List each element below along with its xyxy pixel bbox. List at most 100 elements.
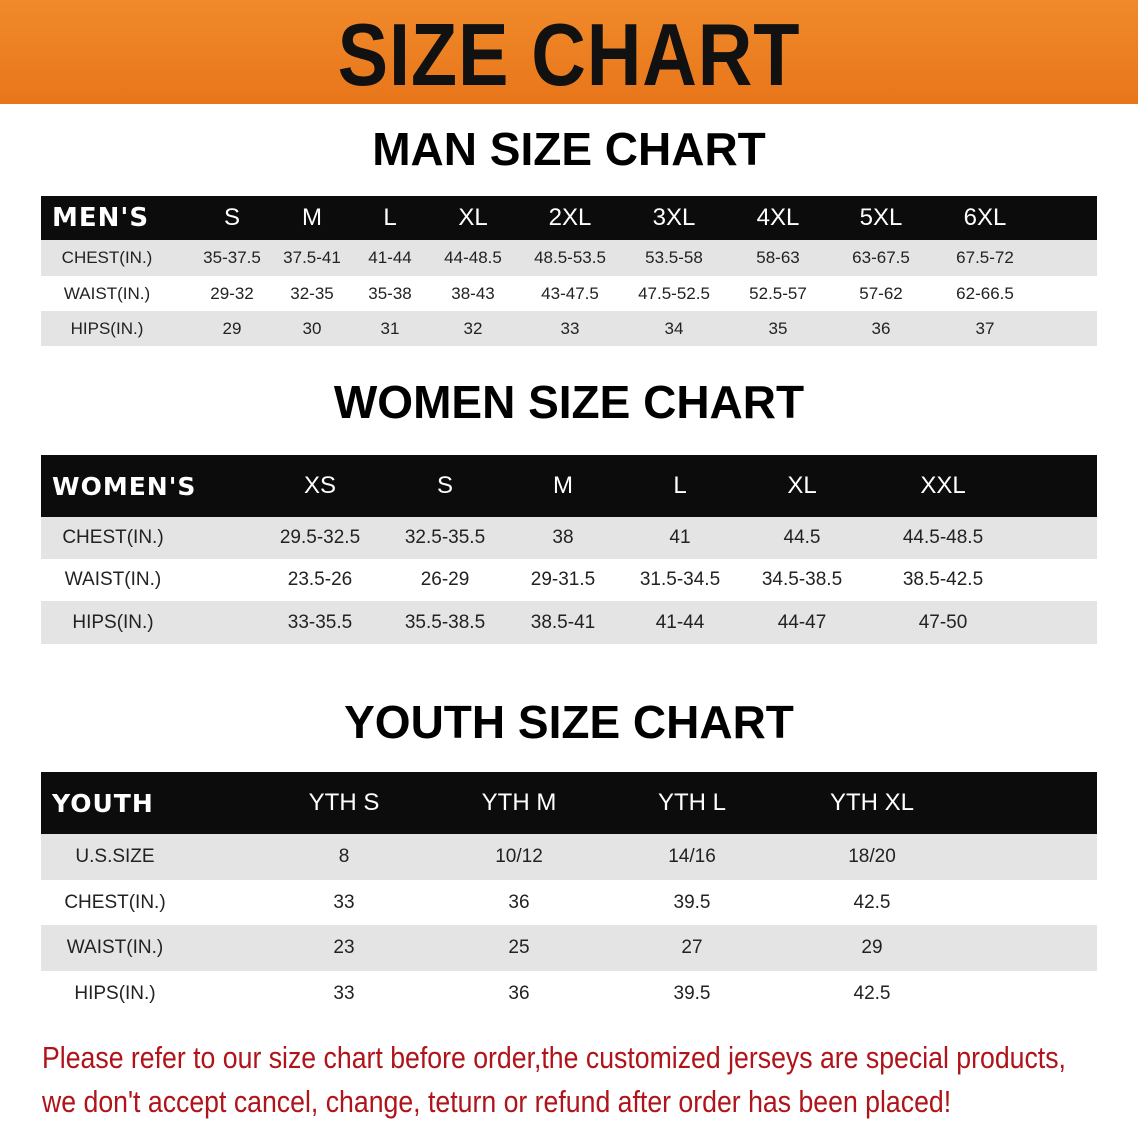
youth-size-table: YOUTH YTH S YTH M YTH L YTH XL U.S.SIZE 8 10/12…	[41, 772, 1097, 1016]
table-row: HIPS(IN.) 33 36 39.5 42.5	[41, 971, 1097, 1016]
table-cell: 37	[975, 318, 995, 338]
table-cell: 39.5	[673, 982, 711, 1004]
size-column-header: 3XL	[652, 204, 696, 231]
size-column-header: M	[302, 204, 322, 231]
table-cell: 33	[333, 982, 355, 1004]
table-cell: 44-48.5	[444, 248, 502, 267]
table-cell: 14/16	[668, 846, 716, 867]
row-label: HIPS(IN.)	[72, 611, 154, 633]
table-cell: 38	[552, 527, 574, 548]
notice-line-1: Please refer to our size chart before or…	[42, 1040, 1066, 1075]
size-column-header: S	[436, 472, 454, 499]
row-label: CHEST(IN.)	[62, 527, 164, 548]
women-header-label: WOMEN'S	[52, 471, 197, 501]
women-section-title: WOMEN SIZE CHART	[333, 376, 805, 428]
table-cell: 25	[508, 937, 530, 958]
table-cell: 42.5	[853, 891, 891, 913]
men-size-table: MEN'S S M L XL 2XL 3XL 4XL 5XL 6XL CHEST(IN.) 35-37…	[41, 196, 1097, 346]
table-cell: 52.5-57	[749, 283, 807, 303]
banner-title: SIZE CHART	[337, 5, 801, 104]
table-cell: 43-47.5	[541, 283, 599, 303]
size-column-header: XL	[458, 204, 488, 231]
table-cell: 37.5-41	[283, 248, 341, 267]
table-row: U.S.SIZE 8 10/12 14/16 18/20	[41, 834, 1097, 880]
table-cell: 57-62	[859, 283, 903, 303]
table-cell: 23	[333, 937, 355, 958]
size-column-header: 6XL	[963, 204, 1007, 231]
size-column-header: 2XL	[548, 204, 592, 231]
table-cell: 8	[338, 846, 350, 867]
table-cell: 44.5	[783, 527, 821, 548]
table-cell: 27	[681, 937, 703, 958]
table-cell: 53.5-58	[645, 248, 703, 267]
table-cell: 38-43	[451, 283, 495, 303]
size-column-header: YTH L	[657, 789, 727, 816]
table-cell: 10/12	[495, 846, 543, 867]
table-cell: 44-47	[777, 611, 827, 633]
size-column-header: YTH XL	[829, 789, 915, 816]
table-cell: 47.5-52.5	[638, 283, 710, 303]
table-row: CHEST(IN.) 33 36 39.5 42.5	[41, 880, 1097, 925]
table-cell: 42.5	[853, 982, 891, 1004]
table-row: WAIST(IN.) 23 25 27 29	[41, 925, 1097, 971]
table-cell: 36	[508, 982, 530, 1004]
row-label: CHEST(IN.)	[64, 891, 166, 913]
row-label: WAIST(IN.)	[63, 283, 151, 303]
table-cell: 35	[768, 318, 788, 338]
table-cell: 31.5-34.5	[639, 569, 721, 590]
table-cell: 41	[669, 527, 691, 548]
youth-header-row: YOUTH YTH S YTH M YTH L YTH XL	[41, 772, 1097, 834]
table-cell: 29	[222, 318, 242, 338]
size-column-header: YTH M	[481, 789, 557, 816]
table-cell: 33	[333, 891, 355, 913]
table-cell: 32	[463, 318, 483, 338]
row-label: WAIST(IN.)	[66, 937, 164, 958]
row-label: HIPS(IN.)	[70, 318, 144, 338]
size-column-header: L	[383, 204, 397, 231]
table-cell: 31	[380, 318, 400, 338]
table-cell: 32-35	[290, 283, 334, 303]
row-label: HIPS(IN.)	[74, 982, 156, 1004]
table-cell: 38.5-41	[530, 611, 596, 633]
men-header-label: MEN'S	[52, 203, 150, 233]
size-column-header: 4XL	[756, 204, 800, 231]
row-label: U.S.SIZE	[75, 846, 155, 867]
youth-section-title: YOUTH SIZE CHART	[344, 696, 794, 748]
table-cell: 18/20	[848, 846, 896, 867]
row-label: WAIST(IN.)	[64, 569, 162, 590]
table-row: HIPS(IN.) 33-35.5 35.5-38.5 38.5-41 41-44 44-…	[41, 601, 1097, 644]
youth-header-label: YOUTH	[52, 788, 154, 818]
table-cell: 47-50	[918, 611, 968, 633]
table-cell: 34	[664, 318, 684, 338]
women-size-table: WOMEN'S XS S M L XL XXL CHEST(IN.) 29.5-32.5 32.5…	[41, 455, 1097, 644]
men-header-row: MEN'S S M L XL 2XL 3XL 4XL 5XL 6XL	[41, 196, 1097, 240]
table-cell: 38.5-42.5	[902, 569, 984, 590]
table-cell: 33	[560, 318, 580, 338]
table-row: WAIST(IN.) 23.5-26 26-29 29-31.5 31.5-34.5 34…	[41, 559, 1097, 601]
table-row: HIPS(IN.) 29 30 31 32 33 34 35 36 37	[41, 311, 1097, 346]
table-cell: 26-29	[420, 569, 470, 590]
table-cell: 30	[302, 318, 322, 338]
size-column-header: XL	[787, 472, 817, 499]
table-cell: 63-67.5	[852, 248, 910, 267]
size-column-header: L	[673, 472, 687, 499]
table-cell: 36	[871, 318, 891, 338]
table-cell: 29-32	[210, 283, 254, 303]
table-cell: 29-31.5	[530, 569, 596, 590]
table-row: WAIST(IN.) 29-32 32-35 35-38 38-43 43-47.5 47.…	[41, 276, 1097, 311]
notice-line-2: we don't accept cancel, change, teturn o…	[42, 1084, 952, 1119]
size-column-header: 5XL	[859, 204, 903, 231]
size-column-header: YTH S	[308, 789, 380, 816]
men-section-title: MAN SIZE CHART	[372, 123, 766, 175]
row-label: CHEST(IN.)	[61, 248, 153, 267]
size-column-header: S	[223, 204, 241, 231]
table-cell: 33-35.5	[287, 611, 353, 633]
table-cell: 29	[861, 937, 883, 958]
table-cell: 35-37.5	[203, 248, 261, 267]
table-cell: 41-44	[368, 248, 412, 267]
table-cell: 67.5-72	[956, 248, 1014, 267]
table-cell: 34.5-38.5	[761, 569, 843, 590]
table-cell: 44.5-48.5	[902, 527, 984, 548]
table-cell: 62-66.5	[956, 283, 1014, 303]
table-cell: 35-38	[368, 283, 412, 303]
